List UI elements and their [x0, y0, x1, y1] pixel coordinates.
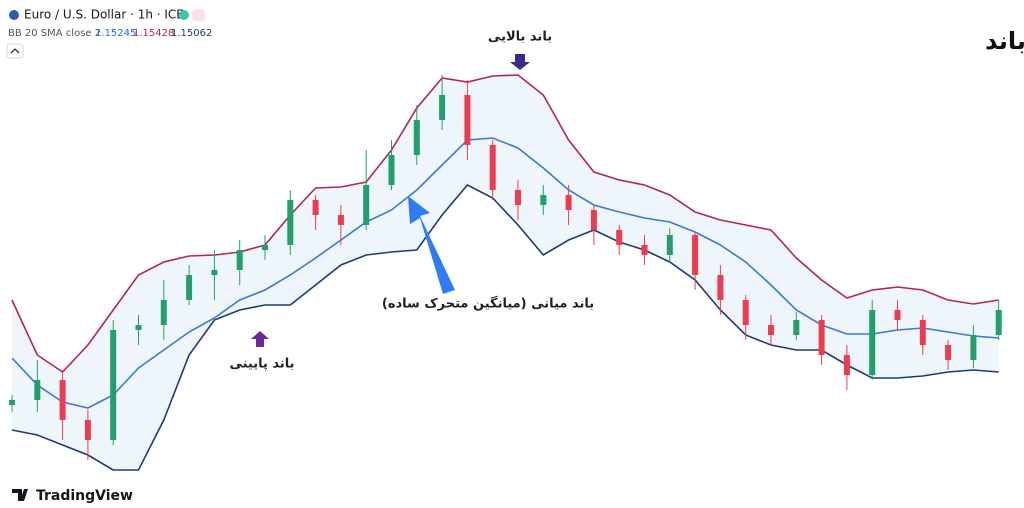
candle-body	[641, 245, 648, 255]
candle-body	[818, 320, 825, 355]
arrow-middle	[408, 196, 455, 294]
candle-body	[186, 275, 193, 300]
symbol-icon	[9, 10, 19, 20]
candle-body	[262, 245, 268, 250]
indicator-upper: 1.15428	[133, 28, 174, 39]
candle-body	[666, 235, 673, 255]
indicator-label: BB 20 SMA close 2	[8, 28, 101, 39]
candle-body	[337, 215, 344, 225]
candle-body	[768, 325, 774, 335]
candle-body	[363, 185, 370, 225]
indicator-basis: 1.15245	[95, 28, 136, 39]
collapse-button[interactable]	[6, 43, 24, 59]
status-icon	[179, 10, 189, 20]
candle-body	[59, 380, 66, 420]
candle-body	[236, 250, 243, 270]
band-upper	[11, 74, 999, 374]
candle-body	[590, 210, 597, 230]
arrow-lower	[251, 331, 269, 347]
annotation-upper: باند بالایی	[488, 30, 552, 45]
candle-body	[110, 330, 117, 440]
candle-body	[692, 235, 699, 275]
candle-body	[135, 325, 142, 330]
title: اندیکاتور بولینگر باند	[985, 27, 1024, 55]
candle-body	[970, 335, 977, 360]
candle-body	[869, 310, 876, 375]
indicator-lower: 1.15062	[171, 28, 212, 39]
candle-body	[439, 95, 446, 120]
candle-body	[515, 190, 521, 205]
band-middle	[11, 137, 999, 409]
candle-body	[388, 155, 395, 185]
candle-body	[793, 320, 800, 335]
candle-body	[742, 300, 749, 325]
candle-body	[540, 195, 547, 205]
candle-body	[995, 310, 1002, 335]
brand-logo	[12, 489, 28, 501]
candle-body	[945, 345, 952, 360]
candle-body	[211, 270, 218, 275]
candle-body	[919, 320, 926, 345]
plot	[9, 74, 1002, 471]
candle-body	[565, 195, 572, 210]
candle-body	[312, 200, 319, 215]
candle-body	[9, 400, 15, 405]
candle-body	[489, 145, 496, 190]
annotation-middle: باند میانی (میانگین متحرک ساده)	[382, 296, 594, 312]
candle-body	[843, 355, 850, 375]
candle-body	[413, 120, 420, 155]
candle-body	[160, 300, 167, 325]
candle-body	[616, 230, 623, 245]
candle-body	[894, 310, 901, 320]
candle-body	[287, 200, 294, 245]
annotation-lower: باند پایینی	[229, 357, 294, 372]
brand: TradingView	[36, 488, 133, 504]
collapse-icon	[10, 48, 20, 54]
symbol: Euro / U.S. Dollar · 1h · ICE	[24, 8, 184, 22]
status-icon	[192, 9, 205, 21]
band-lower	[11, 183, 999, 471]
candle-body	[34, 380, 41, 400]
candle-body	[84, 420, 91, 440]
candle-body	[717, 275, 724, 300]
arrow-upper	[510, 54, 530, 70]
candle-body	[464, 95, 471, 145]
